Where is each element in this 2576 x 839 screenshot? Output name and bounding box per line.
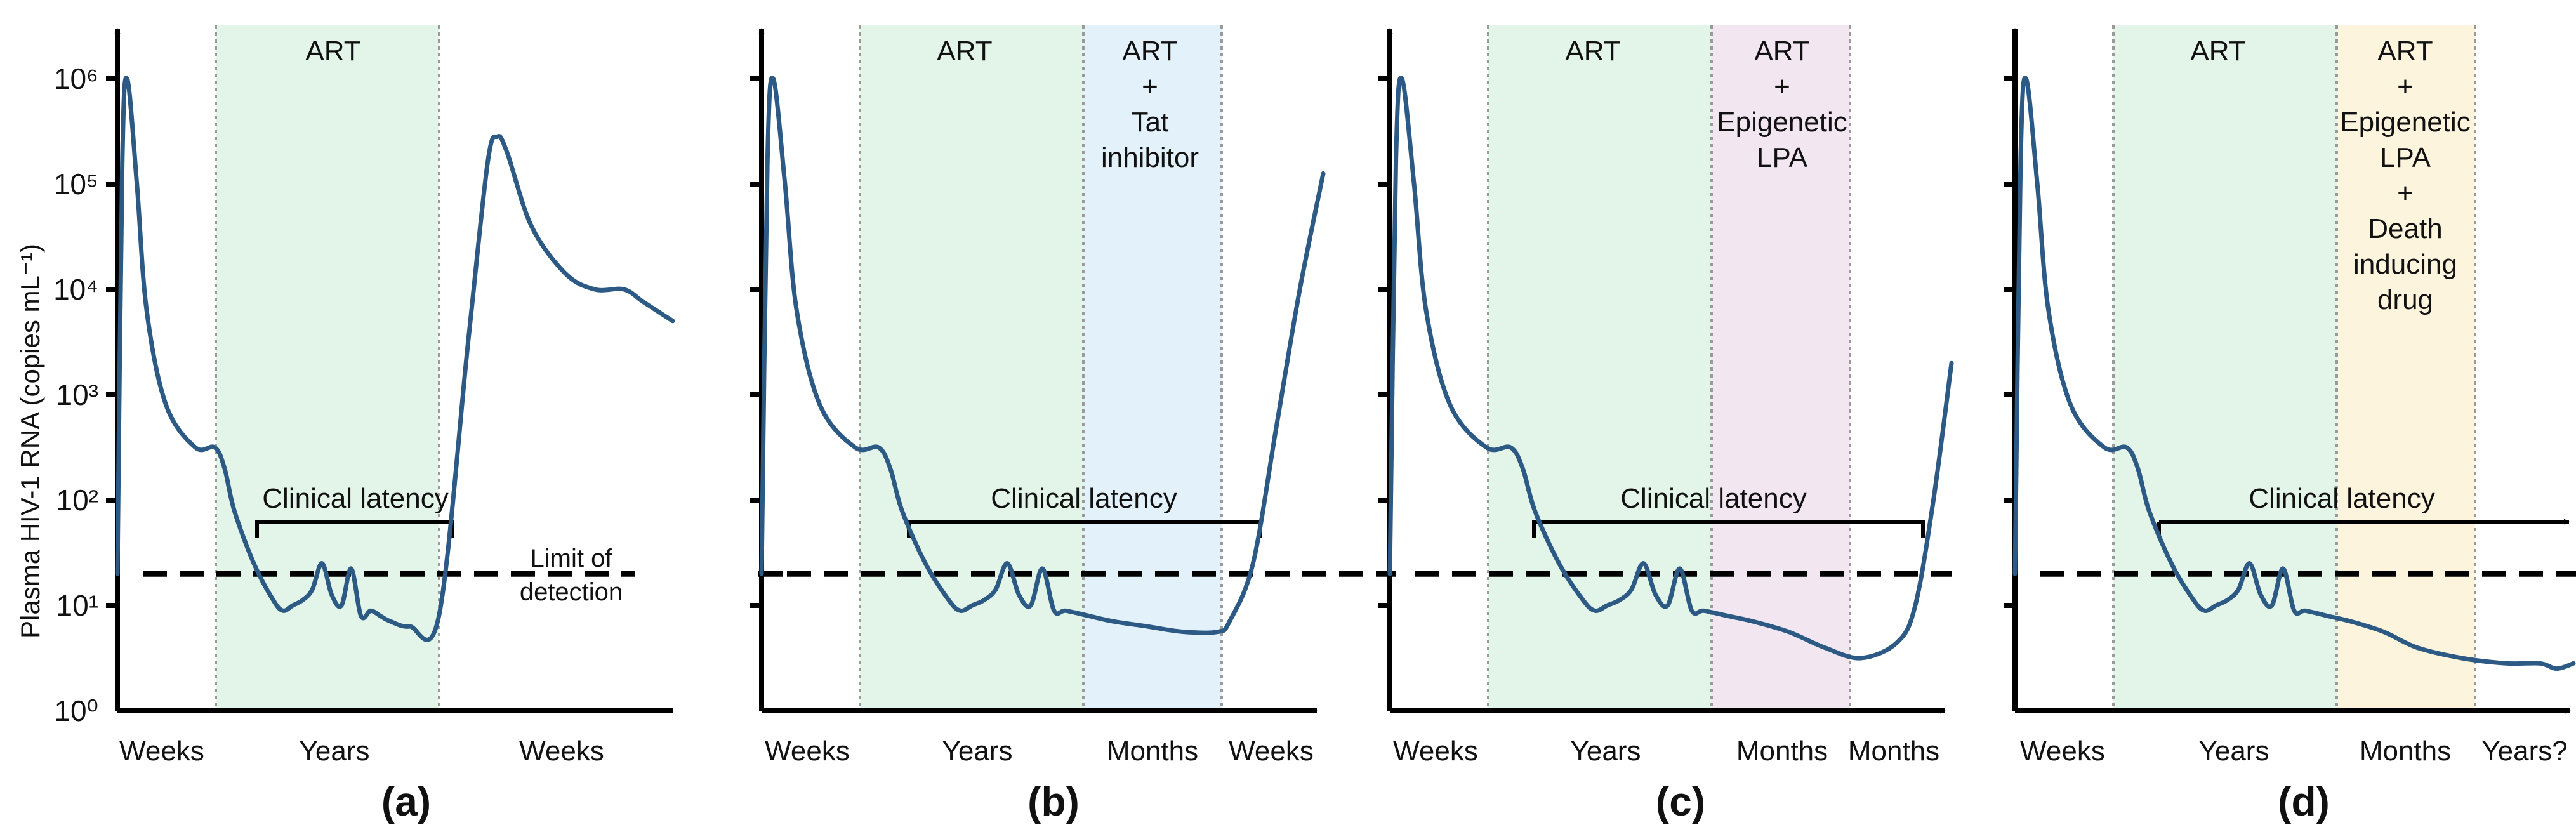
- band-combo: [2337, 25, 2475, 711]
- band-label-line: Tat: [1132, 107, 1169, 138]
- panel-label: (c): [1656, 779, 1705, 824]
- band-label-line: ART: [2377, 36, 2433, 67]
- x-phase-label: Weeks: [519, 736, 604, 767]
- y-tick-label: 10⁴: [53, 273, 98, 306]
- x-phase-label: Weeks: [119, 736, 204, 767]
- band-label-line: ART: [1754, 36, 1809, 67]
- band-label-line: +: [2397, 178, 2414, 209]
- band-label-line: +: [2397, 71, 2414, 102]
- band-label-line: drug: [2377, 284, 2433, 315]
- band-label-line: inhibitor: [1101, 142, 1199, 173]
- panel-label: (b): [1027, 779, 1080, 824]
- viral-load-curve: [1387, 76, 1954, 661]
- band-art: [216, 25, 439, 711]
- chart-panel-1: ART 10⁰ 10¹ 10² 10³ 10⁴ 10⁵ 10⁶ Clinical latency…: [53, 25, 790, 824]
- y-tick-label: 10⁵: [54, 168, 98, 201]
- band-label-line: ART: [937, 36, 992, 67]
- band-label: ART + Epigenetic LPA: [1717, 36, 1847, 173]
- band-label-line: LPA: [2380, 142, 2431, 173]
- x-phase-label: Months: [2360, 736, 2451, 767]
- y-tick-label: 10⁶: [54, 62, 98, 95]
- band-label: ART: [1565, 36, 1620, 67]
- x-phase-label: Weeks: [1393, 736, 1478, 767]
- viral-load-curve: [2012, 76, 2576, 671]
- y-tick-label: 10²: [56, 484, 98, 517]
- lod-label-line2: detection: [520, 578, 623, 606]
- band-label-line: LPA: [1757, 142, 1808, 173]
- x-phase-label: Years?: [2481, 736, 2567, 767]
- band-art: [1488, 25, 1712, 711]
- latency-label: Clinical latency: [2249, 483, 2434, 514]
- panel-label: (d): [2278, 779, 2330, 824]
- band-label: ART + Epigenetic LPA + Death inducing drug: [2340, 36, 2470, 315]
- band-label-line: ART: [305, 36, 360, 67]
- band-label-line: +: [1774, 71, 1790, 102]
- y-tick-label: 10⁰: [54, 694, 98, 727]
- band-art: [860, 25, 1083, 711]
- panel-label: (a): [381, 779, 431, 824]
- viral-load-curve: [115, 76, 675, 642]
- x-phase-label: Years: [1571, 736, 1641, 767]
- band-label-line: inducing: [2353, 249, 2457, 280]
- band-label: ART + Tat inhibitor: [1101, 36, 1199, 173]
- latency-bracket: [1532, 520, 1925, 538]
- band-art: [2113, 25, 2337, 711]
- band-label-line: +: [1142, 71, 1158, 102]
- chart-panel-3: ART ART + Epigenetic LPA Clinical latency Week…: [1378, 25, 1954, 824]
- x-phase-label: Months: [1107, 736, 1198, 767]
- y-tick-label: 10³: [56, 378, 98, 411]
- y-tick-label: 10¹: [56, 589, 98, 622]
- band-label: ART: [305, 36, 360, 67]
- latency-label: Clinical latency: [1620, 483, 1806, 514]
- y-axis-title: Plasma HIV-1 RNA (copies mL⁻¹): [15, 244, 45, 638]
- x-phase-label: Weeks: [1229, 736, 1314, 767]
- x-phase-label: Weeks: [2020, 736, 2105, 767]
- band-label: ART: [2190, 36, 2245, 67]
- x-phase-label: Months: [1848, 736, 1939, 767]
- x-phase-label: Years: [2199, 736, 2269, 767]
- viral-load-curve: [759, 76, 1326, 635]
- latency-label: Clinical latency: [991, 483, 1177, 514]
- band-label-line: ART: [2190, 36, 2245, 67]
- band-combo: [1083, 25, 1222, 711]
- band-label-line: ART: [1565, 36, 1620, 67]
- chart-panel-2: ART ART + Tat inhibitor Clinical latency Weeks…: [750, 25, 1396, 824]
- band-label-line: Epigenetic: [2340, 107, 2470, 138]
- x-phase-label: Months: [1736, 736, 1828, 767]
- band-label-line: ART: [1122, 36, 1177, 67]
- x-phase-label: Years: [942, 736, 1013, 767]
- band-combo: [1712, 25, 1850, 711]
- chart-panel-4: ART ART + Epigenetic LPA + Death inducing drug Cl…: [2004, 25, 2576, 824]
- lod-label-line1: Limit of: [531, 545, 613, 572]
- x-phase-label: Weeks: [765, 736, 850, 767]
- latency-label: Clinical latency: [262, 483, 448, 514]
- band-label-line: Epigenetic: [1717, 107, 1847, 138]
- band-label: ART: [937, 36, 992, 67]
- band-label-line: Death: [2368, 213, 2442, 244]
- x-phase-label: Years: [300, 736, 370, 767]
